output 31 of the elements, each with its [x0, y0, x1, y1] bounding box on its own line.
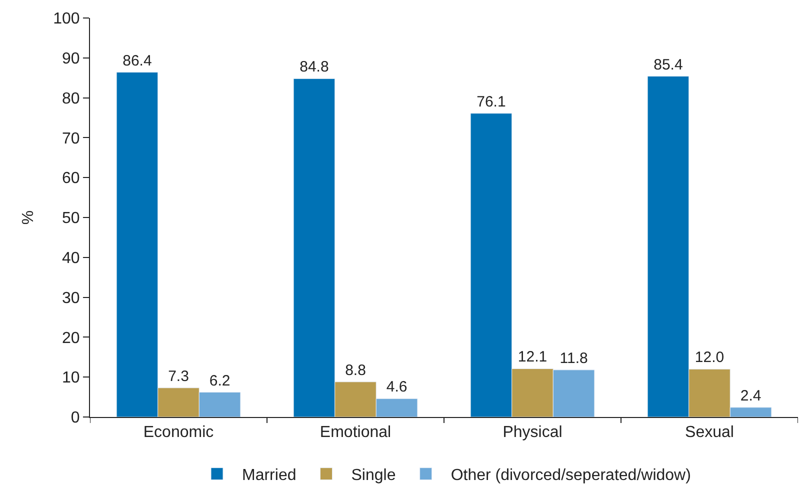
y-tick-label: 30: [62, 290, 80, 307]
data-label: 85.4: [654, 56, 683, 74]
y-tick-label: 60: [62, 170, 80, 188]
y-axis-title: %: [20, 210, 37, 225]
data-label: 2.4: [740, 387, 762, 404]
y-tick-label: 20: [62, 330, 80, 347]
data-label: 12.0: [694, 349, 724, 366]
x-tick-label: Physical: [502, 424, 562, 442]
legend-label: Married: [242, 467, 296, 484]
data-label: 76.1: [476, 93, 506, 110]
y-tick-label: 0: [70, 410, 80, 427]
y-tick-label: 100: [53, 10, 80, 28]
data-label: 86.4: [122, 52, 152, 70]
legend-label: Other (divorced/seperated/widow): [450, 467, 691, 484]
y-tick-label: 90: [62, 50, 80, 68]
data-label: 6.2: [209, 372, 230, 390]
x-tick-label: Emotional: [320, 424, 392, 442]
x-tick-label: Sexual: [685, 424, 734, 442]
y-tick-label: 70: [62, 130, 80, 148]
legend-label: Single: [351, 467, 396, 484]
data-label: 4.6: [386, 378, 408, 396]
x-tick-label: Economic: [143, 424, 214, 442]
data-label: 11.8: [560, 350, 588, 367]
y-tick-label: 50: [62, 210, 80, 228]
data-label: 8.8: [345, 362, 366, 379]
y-tick-label: 40: [62, 250, 80, 267]
data-label: 84.8: [300, 58, 329, 76]
data-label: 12.1: [518, 348, 548, 366]
y-tick-label: 10: [62, 370, 80, 387]
y-tick-label: 80: [62, 90, 80, 108]
data-label: 7.3: [168, 368, 189, 385]
